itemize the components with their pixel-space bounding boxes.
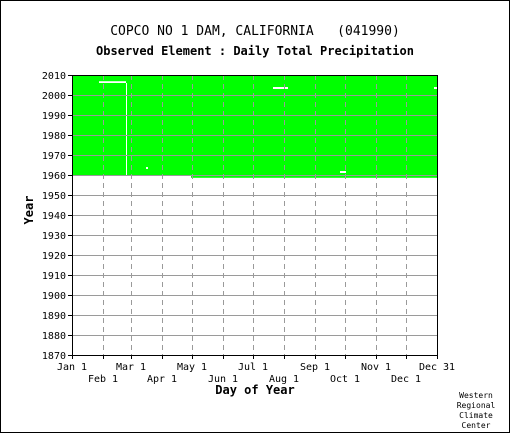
x-tick-label: Jun 1: [208, 374, 238, 385]
x-tick-label: Sep 1: [300, 362, 330, 373]
axes-layer: 1870 1880 1890 1900 1910 1920 1930 1940 1950 1960…: [42, 71, 455, 385]
x-tick-label: Mar 1: [116, 362, 146, 373]
credit-line: Western: [459, 391, 493, 400]
y-axis-title: Year: [22, 196, 36, 225]
y-tick-label: 1950: [42, 191, 66, 202]
x-tick-label: Oct 1: [330, 374, 360, 385]
credit-line: Center: [461, 421, 491, 430]
x-tick-label: Dec 1: [391, 374, 421, 385]
y-tick-label: 2010: [42, 71, 66, 82]
x-tick-label: Nov 1: [361, 362, 391, 373]
plot-border: [72, 75, 438, 356]
y-tick-label: 1980: [42, 131, 66, 142]
y-tick-label: 2000: [42, 91, 66, 102]
x-tick-label: Aug 1: [269, 374, 299, 385]
missing-gap: [434, 87, 437, 89]
y-tick-label: 1910: [42, 271, 66, 282]
x-tick-label: Jan 1: [57, 362, 87, 373]
y-tick-label: 1940: [42, 211, 66, 222]
missing-gap: [340, 171, 346, 173]
credit-text: Western Regional Climate Center: [452, 391, 500, 431]
x-tick-label: Dec 31: [419, 362, 455, 373]
x-tick-label: May 1: [177, 362, 207, 373]
grid-layer: [72, 75, 437, 355]
x-tick-label: Feb 1: [88, 374, 118, 385]
y-tick-label: 1890: [42, 311, 66, 322]
missing-gap: [126, 83, 127, 175]
y-tick-label: 1900: [42, 291, 66, 302]
missing-gap: [99, 81, 126, 83]
y-tick-label: 1960: [42, 171, 66, 182]
y-tick-label: 1930: [42, 231, 66, 242]
credit-line: Climate: [459, 411, 493, 420]
y-tick-label: 1920: [42, 251, 66, 262]
x-axis-title: Day of Year: [215, 383, 294, 397]
missing-gap: [273, 87, 288, 89]
y-tick-label: 1990: [42, 111, 66, 122]
y-tick-label: 1970: [42, 151, 66, 162]
y-tick-label: 1880: [42, 331, 66, 342]
x-tick-label: Jul 1: [238, 362, 268, 373]
credit-line: Regional: [456, 401, 496, 410]
observed-block: [191, 75, 437, 178]
y-tick-label: 1870: [42, 351, 66, 362]
chart-subtitle: Observed Element : Daily Total Precipita…: [96, 44, 414, 58]
missing-gap: [146, 167, 148, 169]
x-tick-label: Apr 1: [147, 374, 177, 385]
chart-title: COPCO NO 1 DAM, CALIFORNIA (041990): [110, 24, 400, 39]
data-layer: [72, 75, 437, 178]
